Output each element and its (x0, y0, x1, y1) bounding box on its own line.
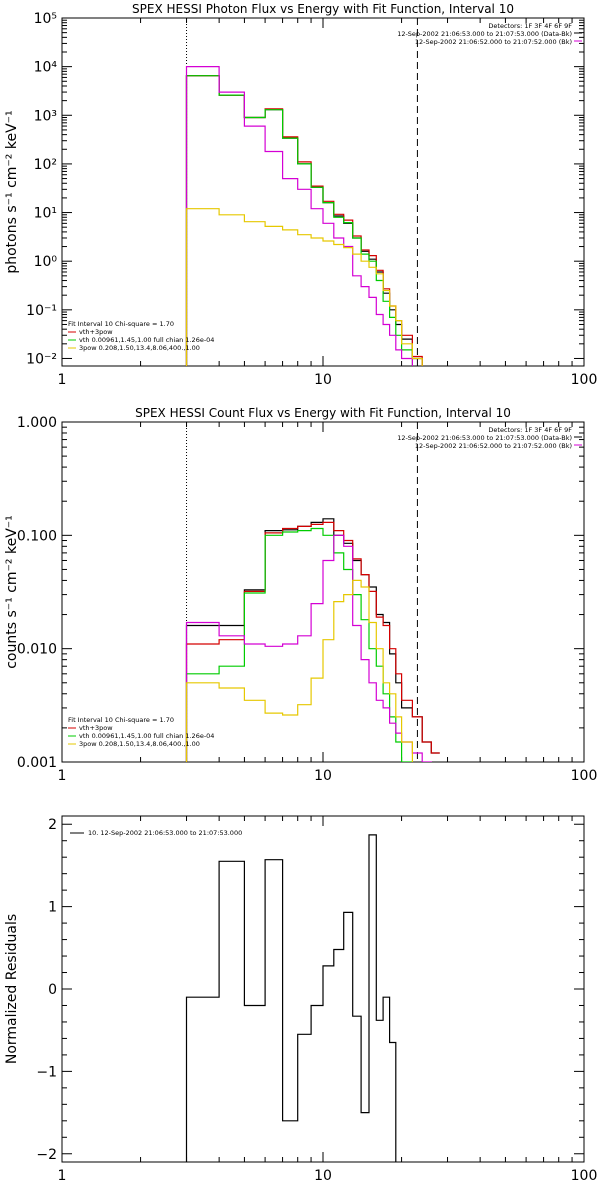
legend-bottom-left-line: 3pow 0.208,1.50,13.4,8.06,400.,1.00 (79, 740, 200, 748)
series-data-line (185, 518, 440, 762)
y-axis-label: photons s⁻¹ cm⁻² keV⁻¹ (4, 110, 20, 273)
y-tick-label: 10⁴ (34, 60, 58, 76)
chart-title: SPEX HESSI Photon Flux vs Energy with Fi… (132, 2, 514, 16)
legend-top-right-line: Detectors: 1F 3F 4F 6F 9F (488, 426, 572, 434)
chart-panel-3: 1 10 100 −2 −1 0 1 2 Normalized Residuals 10. 12-… (4, 815, 598, 1184)
x-tick-label: 1 (58, 1168, 67, 1184)
x-tick-label: 100 (571, 1168, 598, 1184)
y-tick-label: 1 (48, 900, 57, 916)
series-vth-line (185, 527, 413, 762)
y-tick-label: 10⁰ (34, 254, 58, 270)
series-power-line (185, 579, 413, 762)
legend-bottom-left-line: vth 0.00961,1.45,1.00 full chian 1.26e-0… (79, 336, 214, 344)
series-power-line (185, 208, 423, 366)
y-tick-label: 0.010 (17, 642, 57, 658)
legend-bottom-left-line: Fit Interval 10 Chi-square = 1.70 (68, 716, 174, 724)
x-tick-label: 10 (314, 372, 332, 388)
y-tick-label: 10⁵ (34, 11, 57, 27)
y-tick-label: 0.100 (17, 528, 57, 544)
legend-bottom-left-line: 3pow 0.208,1.50,13.4,8.06,400.,1.00 (79, 344, 200, 352)
legend-top-right-line: 12-Sep-2002 21:06:53.000 to 21:07:53.000… (397, 30, 572, 38)
y-tick-label: −2 (36, 1147, 57, 1163)
plot-area (185, 66, 423, 366)
y-tick-label: 10¹ (34, 206, 57, 222)
y-tick-label: 10³ (34, 108, 57, 124)
legend-bottom-left-line: Fit Interval 10 Chi-square = 1.70 (68, 320, 174, 328)
chart-panel-2: SPEX HESSI Count Flux vs Energy with Fit… (4, 406, 598, 784)
legend-top-right-line: 12-Sep-2002 21:06:52.000 to 21:07:52.000… (415, 38, 572, 46)
x-tick-label: 10 (314, 1168, 332, 1184)
y-tick-label: 0 (48, 982, 57, 998)
chart-panel-1: SPEX HESSI Photon Flux vs Energy with Fi… (4, 2, 598, 388)
y-tick-label: 0.001 (17, 755, 57, 771)
chart-title: SPEX HESSI Count Flux vs Energy with Fit… (135, 406, 511, 420)
legend-bottom-left-line: vth+3pow (79, 724, 113, 732)
legend-top-right-line: 12-Sep-2002 21:06:52.000 to 21:07:52.000… (415, 442, 572, 450)
y-axis-label: Normalized Residuals (4, 914, 20, 1064)
series-vth-line (185, 75, 413, 366)
plot-area (185, 518, 440, 762)
y-tick-label: −1 (36, 1064, 57, 1080)
x-tick-label: 100 (571, 372, 598, 388)
y-tick-label: 10⁻¹ (26, 303, 57, 319)
series-bk-line (185, 66, 413, 366)
y-tick-label: 10² (34, 157, 57, 173)
x-tick-label: 1 (58, 768, 67, 784)
x-tick-label: 1 (58, 372, 67, 388)
y-tick-label: 2 (48, 817, 57, 833)
legend-bottom-left-line: vth 0.00961,1.45,1.00 full chian 1.26e-0… (79, 732, 214, 740)
x-tick-label: 10 (314, 768, 332, 784)
legend-top-left-line: 10. 12-Sep-2002 21:06:53.000 to 21:07:53… (88, 829, 242, 837)
legend-bottom-left-line: vth+3pow (79, 328, 113, 336)
y-tick-label: 10⁻² (26, 351, 57, 367)
legend-top-right-line: 12-Sep-2002 21:06:53.000 to 21:07:53.000… (397, 434, 572, 442)
x-tick-label: 100 (571, 768, 598, 784)
y-axis-label: counts s⁻¹ cm⁻² keV⁻¹ (4, 515, 20, 669)
plot-area (185, 834, 397, 1162)
series-residuals-line (185, 834, 397, 1162)
legend-top-right-line: Detectors: 1F 3F 4F 6F 9F (488, 22, 572, 30)
y-tick-label: 1.000 (17, 415, 57, 431)
